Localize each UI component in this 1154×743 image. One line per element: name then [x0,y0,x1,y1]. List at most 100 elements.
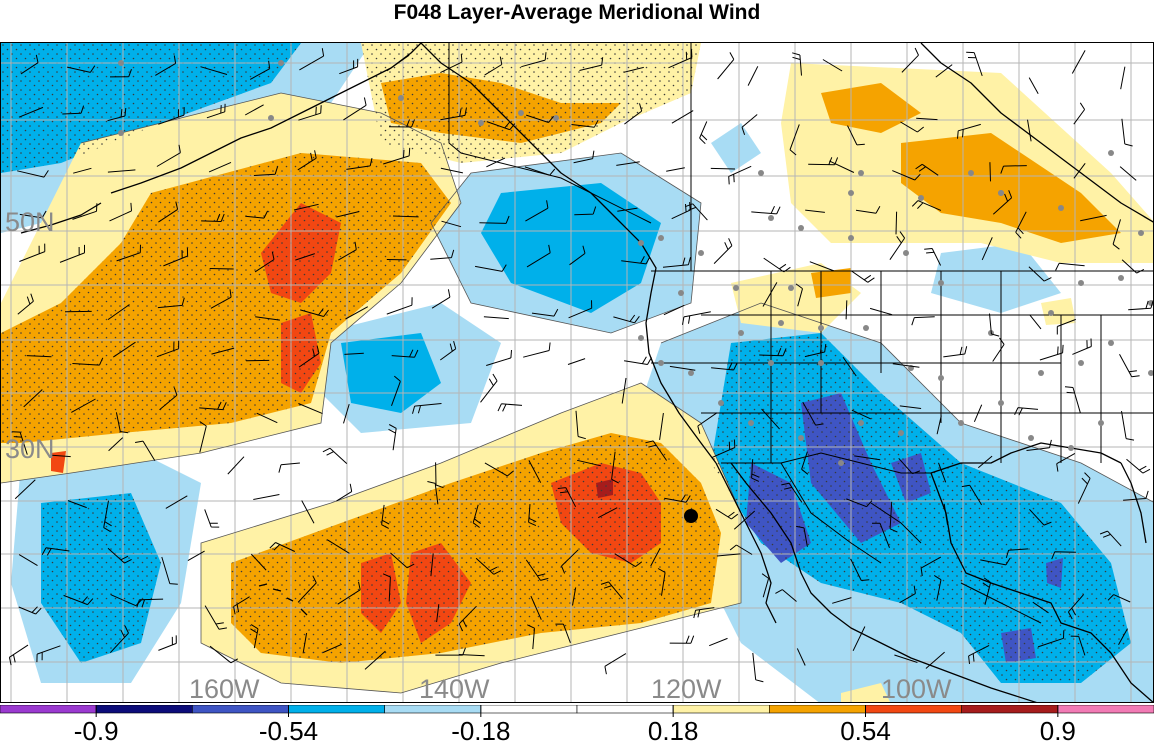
colorbar-tick-label: -0.18 [451,716,510,743]
wind-barb [486,121,516,131]
colorbar-ticks [95,705,1059,717]
wind-barb [711,439,736,459]
wind-barb [163,247,189,267]
wind-barb [916,117,938,121]
colorbar-boxes [0,705,1154,714]
wind-barb [244,104,264,116]
wind-barb [278,462,300,473]
wind-barb [968,644,990,664]
wind-barb [158,201,179,223]
wind-barb [1029,508,1052,526]
colorbar-box [192,705,289,714]
wind-barb [846,498,873,508]
wind-barb [338,241,357,261]
wind-barb [650,547,661,567]
wind-barb [156,340,180,358]
wind-barb [796,648,806,666]
wind-barb [388,119,415,128]
lat-label-50n: 50N [5,207,55,237]
wind-barb [895,211,898,235]
lon-label-120w: 120W [651,674,722,703]
wind-barb [671,202,691,220]
colorbar-tick-label: 0.54 [840,716,891,743]
wind-barb [822,59,843,72]
wind-barb [624,103,643,125]
wind-barb [961,484,983,506]
wind-barb [1120,66,1126,90]
wind-barb [685,203,708,221]
wind-barb [326,539,350,554]
wind-barb [204,605,227,630]
wind-barb [1128,300,1153,311]
wind-barb [17,170,49,178]
wind-barb [943,503,948,525]
wind-barb [729,544,753,555]
wind-barb [187,550,205,562]
wind-barb [440,340,457,361]
wind-barb [571,119,599,128]
wind-barb [938,462,947,483]
wind-barb [297,575,317,603]
wind-barb [103,500,112,533]
wind-barb [388,424,397,451]
wind-barb [613,314,640,324]
contour-lines [1,92,1153,694]
wind-barb [344,352,364,355]
colorbar-labels: -0.9 -0.54 -0.18 0.18 0.54 0.9 [74,716,1076,743]
colorbar-box [769,705,866,714]
stippling [1,43,1131,683]
wind-barb [18,606,42,615]
wind-barb [869,307,893,316]
wind-barb [63,594,94,606]
wind-barb [751,205,781,215]
wind-barb [295,253,315,261]
wind-barb [911,200,942,211]
wind-barb [1037,630,1065,648]
colorbar-tick-label: 0.9 [1040,716,1076,743]
wind-barb [209,268,234,270]
wind-barb [579,57,604,71]
wind-barb [391,349,419,358]
wind-barb [981,237,993,261]
colorbar: -0.9 -0.54 -0.18 0.18 0.54 0.9 [0,705,1154,743]
wind-barb [911,316,935,326]
wind-barb [14,479,36,500]
wind-barb [107,107,127,122]
wind-barb [621,377,627,404]
wind-barb [527,624,535,650]
colorbar-tick-label: -0.54 [259,716,318,743]
wind-barb [795,283,803,307]
wind-barb [982,577,992,605]
wind-barb [989,162,991,182]
colorbar-box [95,705,193,714]
wind-barb [115,412,129,434]
wind-barb [113,341,136,358]
wind-barb [617,207,638,212]
wind-barb [573,150,595,164]
wind-barb [697,412,718,434]
wind-barb [430,553,434,577]
wind-barb [1107,594,1131,603]
wind-barb [67,500,87,509]
wind-barb [526,244,551,268]
wind-barb [992,337,1005,362]
wind-barb [72,357,104,366]
colorbar-box [0,705,97,714]
wind-barb [36,645,61,663]
wind-barb [604,653,627,675]
wind-barb [298,345,320,368]
wind-barb [669,365,696,371]
wind-barbs [8,47,1153,683]
wind-barb [1028,77,1039,94]
wind-barb [472,504,481,528]
wind-barb [206,103,226,119]
wind-barb [427,481,439,505]
wind-barb [1039,344,1064,361]
wind-barb [854,455,881,461]
wind-barb [1005,548,1029,559]
wind-barb [901,47,919,73]
wind-barb [480,373,498,403]
wind-barb [530,595,542,620]
wind-barb [925,651,945,669]
wind-barb [302,632,308,654]
